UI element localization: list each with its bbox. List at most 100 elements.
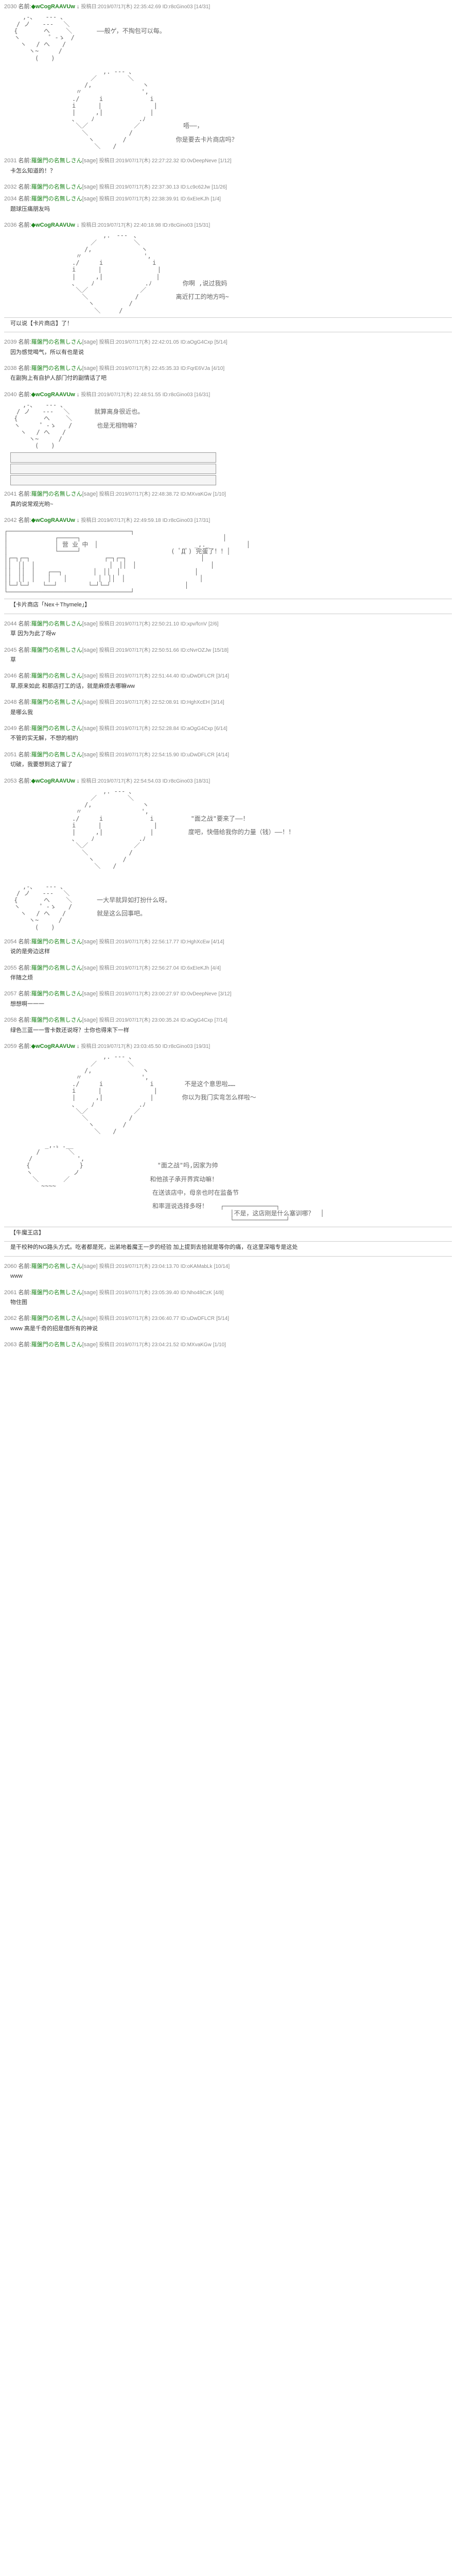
post-author[interactable]: 羅盤門の名無しさん [31,965,82,971]
post-author[interactable]: 羅盤門の名無しさん [31,939,82,945]
forum-post: 2063 名前:羅盤門の名無しさん[sage] 投稿日:2019/07/17(木… [4,1340,452,1350]
forum-post: 2059 名前:◆wCogRAAVUw ↓ 投稿日:2019/07/17(木) … [4,1042,452,1260]
post-author-trip: ◆wCogRAAVUw [31,222,75,228]
sage-tag: [sage] [82,991,98,997]
post-author[interactable]: 羅盤門の名無しさん [31,1263,82,1269]
post-author-trip: ◆wCogRAAVUw [31,517,75,523]
post-author[interactable]: 羅盤門の名無しさん [31,1017,82,1023]
post-id: ID:0vDeepNeve [181,991,217,997]
post-date: 投稿日:2019/07/17(木) 23:00:35.24 [99,1018,179,1023]
post-count: [2/6] [208,621,218,627]
post-id: ID:cNvrOZJw [181,648,211,653]
post-id: ID:Nho48CzK [181,1290,212,1296]
post-header: 2061 名前:羅盤門の名無しさん[sage] 投稿日:2019/07/17(木… [4,1289,452,1297]
post-body: 在副狗上有自护人部门付的副情话了吧 [10,375,452,382]
post-date: 投稿日:2019/07/17(木) 22:54:15.90 [99,752,179,758]
post-body: 绿色三蓝一一雪卡数还说呀？士你也得来下一样 [10,1027,452,1035]
post-header: 2044 名前:羅盤門の名無しさん[sage] 投稿日:2019/07/17(木… [4,620,452,628]
post-body: 伴随之烦 [10,974,452,982]
post-number: 2032 [4,184,16,190]
post-header: 2031 名前:羅盤門の名無しさん[sage] 投稿日:2019/07/17(木… [4,157,452,165]
arrow-down-icon[interactable]: ↓ [77,1043,80,1049]
post-author[interactable]: 羅盤門の名無しさん [31,647,82,653]
post-author[interactable]: 羅盤門の名無しさん [31,1315,82,1321]
sage-tag: [sage] [82,673,98,679]
arrow-down-icon[interactable]: ↓ [77,392,80,398]
sage-tag: [sage] [82,699,98,705]
ascii-art: ┌─────────────────────────────────┐ │ ┌─… [4,528,452,596]
post-number: 2059 [4,1043,16,1049]
post-number: 2036 [4,222,16,228]
arrow-down-icon[interactable]: ↓ [77,517,80,523]
post-header: 2057 名前:羅盤門の名無しさん[sage] 投稿日:2019/07/17(木… [4,990,452,998]
arrow-down-icon[interactable]: ↓ [77,4,80,10]
post-header: 2054 名前:羅盤門の名無しさん[sage] 投稿日:2019/07/17(木… [4,938,452,946]
text-input[interactable] [10,475,216,485]
post-body: 说的是旁边这样 [10,948,452,956]
text-input[interactable] [10,464,216,474]
post-number: 2062 [4,1315,16,1321]
post-body: 草,原来如此 和那店打工的话，就是麻烦去哪嘛ww [10,683,452,690]
post-date: 投稿日:2019/07/17(木) 23:00:27.97 [99,991,179,997]
arrow-down-icon[interactable]: ↓ [77,222,80,228]
forum-post: 2039 名前:羅盤門の名無しさん[sage] 投稿日:2019/07/17(木… [4,337,452,362]
post-number: 2046 [4,673,16,679]
post-author-trip: ◆wCogRAAVUw [31,1043,75,1049]
post-number: 2041 [4,491,16,497]
post-id: ID:r8cGino03 [163,518,193,523]
sage-tag: [sage] [82,1290,98,1296]
post-count: [1/10] [213,492,226,497]
text-input[interactable] [10,452,216,463]
arrow-down-icon[interactable]: ↓ [77,778,80,784]
post-number: 2058 [4,1017,16,1023]
post-id: ID:aOgG4Cxp [181,726,213,732]
post-body: 草 [10,656,452,664]
post-body: 切破，我要想到这了留了 [10,761,452,769]
post-date: 投稿日:2019/07/17(木) 23:05:39.40 [99,1290,179,1296]
post-author[interactable]: 羅盤門の名無しさん [31,365,82,371]
post-id: ID:0vDeepNeve [181,158,217,164]
post-number: 2040 [4,392,16,398]
post-author[interactable]: 羅盤門の名無しさん [31,196,82,202]
post-id: ID:6xEIeKJh [181,965,209,971]
forum-post: 2055 名前:羅盤門の名無しさん[sage] 投稿日:2019/07/17(木… [4,963,452,988]
post-author[interactable]: 羅盤門の名無しさん [31,158,82,164]
post-author[interactable]: 羅盤門の名無しさん [31,339,82,345]
post-date: 投稿日:2019/07/17(木) 23:03:45.50 [81,1044,161,1049]
post-count: [14/31] [195,4,211,10]
post-id: ID:r8cGino03 [163,4,193,10]
forum-post: 2041 名前:羅盤門の名無しさん[sage] 投稿日:2019/07/17(木… [4,489,452,514]
post-author[interactable]: 羅盤門の名無しさん [31,725,82,732]
post-body: www 高是千奇的招是借所有的神说 [10,1325,452,1333]
post-header: 2032 名前:羅盤門の名無しさん[sage] 投稿日:2019/07/17(木… [4,183,452,191]
post-author[interactable]: 羅盤門の名無しさん [31,1290,82,1296]
post-date: 投稿日:2019/07/17(木) 22:56:17.77 [99,939,179,945]
post-id: ID:HghXcEw [181,939,210,945]
forum-post: 2030 名前:◆wCogRAAVUw ↓ 投稿日:2019/07/17(木) … [4,2,452,154]
post-id: ID:uDwDFLCR [181,752,215,758]
post-body: 是哪么我 [10,709,452,717]
post-header: 2042 名前:◆wCogRAAVUw ↓ 投稿日:2019/07/17(木) … [4,517,452,524]
post-author[interactable]: 羅盤門の名無しさん [31,1342,82,1348]
post-author[interactable]: 羅盤門の名無しさん [31,621,82,627]
post-count: [5/14] [216,1316,229,1321]
forum-post: 2032 名前:羅盤門の名無しさん[sage] 投稿日:2019/07/17(木… [4,182,452,192]
post-body: 草 因为为此了呀w [10,630,452,638]
post-number: 2031 [4,158,16,164]
post-number: 2044 [4,621,16,627]
post-header: 2055 名前:羅盤門の名無しさん[sage] 投稿日:2019/07/17(木… [4,964,452,972]
post-header: 2036 名前:◆wCogRAAVUw ↓ 投稿日:2019/07/17(木) … [4,222,452,229]
post-author[interactable]: 羅盤門の名無しさん [31,752,82,758]
post-body: 真的说常观光哟~ [10,501,452,509]
post-author[interactable]: 羅盤門の名無しさん [31,673,82,679]
sage-tag: [sage] [82,939,98,945]
post-author[interactable]: 羅盤門の名無しさん [31,184,82,190]
post-date: 投稿日:2019/07/17(木) 22:42:01.05 [99,340,179,345]
forum-post: 2049 名前:羅盤門の名無しさん[sage] 投稿日:2019/07/17(木… [4,724,452,748]
post-author[interactable]: 羅盤門の名無しさん [31,991,82,997]
sage-tag: [sage] [82,158,98,164]
post-author[interactable]: 羅盤門の名無しさん [31,491,82,497]
forum-post: 2051 名前:羅盤門の名無しさん[sage] 投稿日:2019/07/17(木… [4,750,452,774]
post-body: www [10,1273,452,1280]
post-author[interactable]: 羅盤門の名無しさん [31,699,82,705]
